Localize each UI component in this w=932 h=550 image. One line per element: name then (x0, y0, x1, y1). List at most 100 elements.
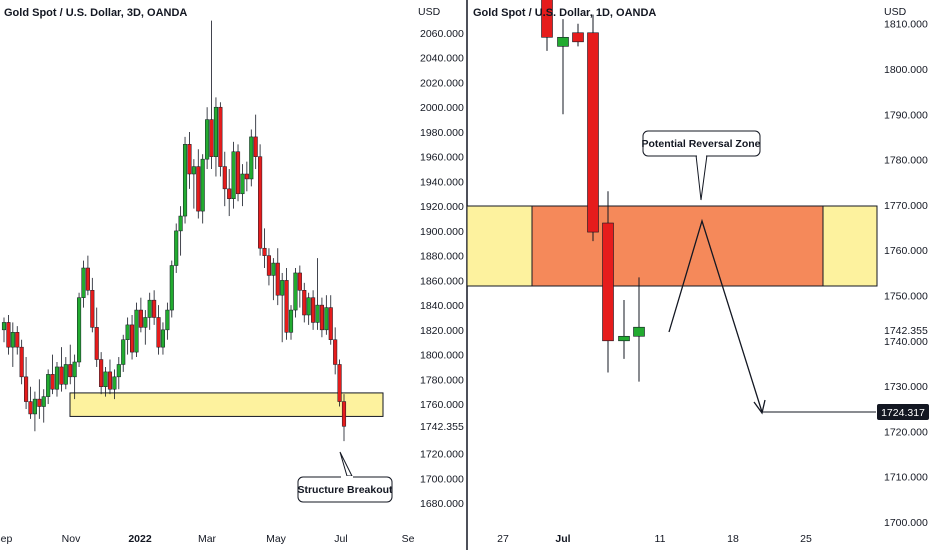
candle-body (337, 364, 342, 402)
candle (271, 258, 276, 301)
y-tick-label: 1740.000 (884, 336, 928, 348)
callout-pointer (339, 451, 353, 477)
y-tick-label: 1790.000 (884, 109, 928, 121)
y-tick-label: 1940.000 (420, 176, 464, 188)
candle (174, 223, 179, 273)
x-tick-label: May (266, 533, 287, 545)
candle-body (24, 376, 29, 402)
chart-left-support-zone (69, 392, 384, 417)
candle (81, 260, 86, 308)
y-tick-label: 2060.000 (420, 28, 464, 40)
x-tick-label: Jul (334, 533, 347, 545)
candle (41, 389, 46, 423)
chart-left: Gold Spot / U.S. Dollar, 3D, OANDA USD 2… (0, 6, 464, 545)
candle (165, 302, 170, 340)
candle-body (557, 36, 569, 47)
y-tick-label: 1742.355 (884, 325, 928, 337)
candle-body (10, 332, 15, 348)
candle (160, 322, 166, 355)
candle-body (200, 158, 205, 212)
candle (28, 386, 33, 419)
y-tick-label: 1980.000 (420, 127, 464, 139)
candle (94, 307, 99, 367)
candle-body (94, 327, 99, 360)
candle (324, 295, 329, 335)
x-tick-label: Jul (555, 533, 570, 545)
candle-body (227, 188, 232, 199)
candle (337, 359, 342, 407)
candle (275, 248, 280, 306)
x-tick-label: 11 (655, 533, 666, 545)
candle-body (572, 32, 584, 43)
candle (266, 248, 271, 286)
candle (240, 164, 245, 207)
candle (15, 326, 20, 355)
candle-body (32, 398, 37, 415)
y-tick-label: 1770.000 (884, 200, 928, 212)
candle (182, 136, 188, 224)
candle-body (302, 290, 307, 316)
candle (333, 327, 338, 375)
candle (587, 14, 599, 242)
structure-breakout-label: Structure Breakout (297, 484, 393, 496)
y-tick-label: 1680.000 (420, 498, 464, 510)
candle-body (633, 326, 645, 337)
candle (77, 292, 82, 367)
candle-body (125, 324, 130, 340)
y-tick-label: 1760.000 (884, 245, 928, 257)
candle-body (306, 297, 311, 316)
candle (288, 305, 294, 340)
candle-body (266, 255, 271, 276)
candle-body (541, 0, 553, 38)
candle-body (121, 339, 126, 365)
candle (1, 317, 7, 343)
candle-body (63, 364, 68, 385)
y-tick-label: 1860.000 (420, 275, 464, 287)
chart-right-reversal-zone (531, 205, 824, 287)
candle-body (213, 106, 218, 157)
candle (293, 268, 298, 318)
projected-path-line (668, 218, 763, 413)
candle-body (328, 307, 333, 340)
candle (63, 357, 68, 390)
candle-body (271, 262, 276, 276)
candle-body (231, 151, 236, 199)
candle (205, 107, 210, 170)
potential-reversal-callout: Potential Reversal Zone (641, 130, 761, 201)
candle (72, 354, 77, 400)
candle-body (618, 335, 630, 342)
candle-body (191, 166, 196, 175)
candle (85, 255, 90, 296)
chart-left-title: Gold Spot / U.S. Dollar, 3D, OANDA (4, 7, 187, 19)
y-tick-label: 1810.000 (884, 19, 928, 31)
candle-body (1, 322, 7, 331)
y-tick-label: 1742.355 (420, 421, 464, 433)
candle (138, 297, 143, 333)
y-tick-label: 1900.000 (420, 226, 464, 238)
candle-body (169, 265, 174, 311)
candle (99, 352, 104, 395)
candle-body (293, 272, 298, 311)
candle (107, 359, 113, 395)
candle-body (138, 309, 143, 328)
candle-body (324, 307, 329, 331)
candle (116, 357, 121, 390)
candle (302, 282, 307, 323)
candle-body (41, 396, 46, 407)
y-tick-label: 1880.000 (420, 251, 464, 263)
candle (280, 272, 285, 343)
candle (253, 114, 258, 170)
candle (130, 315, 135, 360)
candle-body (205, 119, 210, 160)
x-tick-label: 2022 (128, 533, 152, 545)
candle (54, 362, 60, 397)
x-tick-label: 18 (727, 533, 739, 545)
candle-body (160, 329, 166, 348)
price-label-value: 1724.317 (881, 407, 925, 419)
candle (121, 334, 126, 372)
candle (633, 277, 645, 382)
candle-body (253, 136, 258, 157)
structure-breakout-callout: Structure Breakout (297, 451, 393, 503)
candle-body (209, 119, 214, 157)
